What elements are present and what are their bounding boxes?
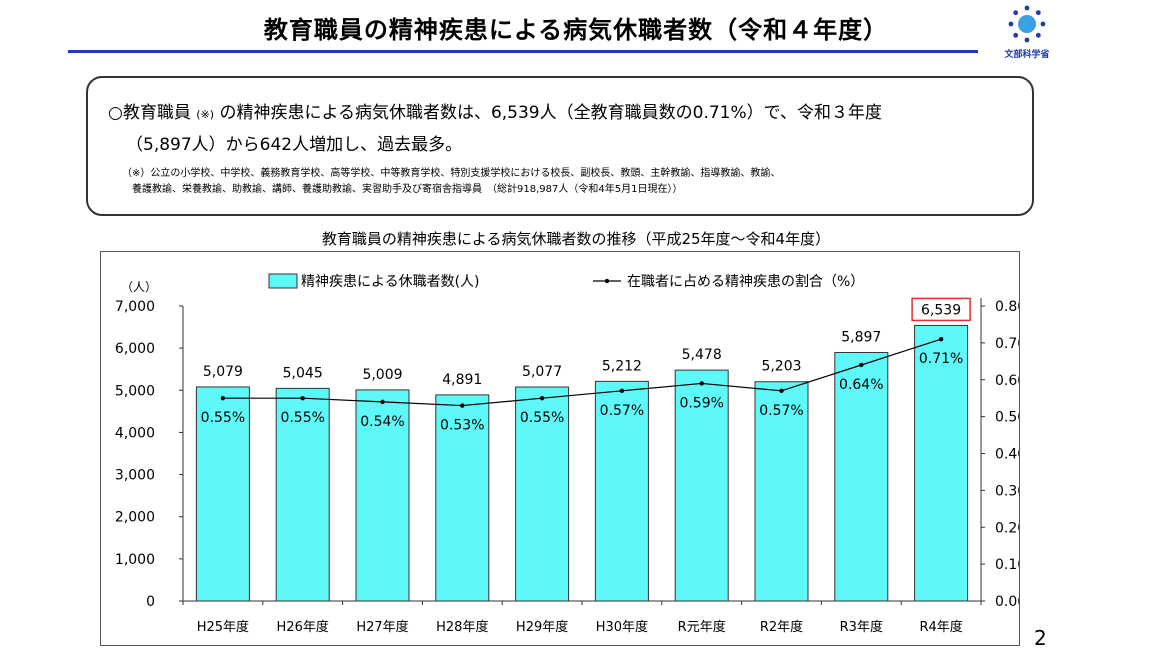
ratio-point <box>300 395 305 401</box>
right-tick-label: 0.60% <box>995 373 1019 389</box>
right-tick-label: 0.70% <box>995 336 1019 352</box>
ratio-value-label: 0.64% <box>839 377 883 393</box>
right-tick-label: 0.00% <box>995 594 1019 610</box>
ratio-value-label: 0.57% <box>600 403 644 419</box>
x-tick-label: H30年度 <box>596 619 648 635</box>
legend-line-label: 在職者に占める精神疾患の割合（%） <box>627 273 864 290</box>
legend-bar-swatch <box>268 273 298 289</box>
x-tick-label: H27年度 <box>356 619 408 635</box>
ratio-value-label: 0.55% <box>280 410 324 426</box>
bar-value-label: 5,203 <box>761 359 801 375</box>
right-tick-label: 0.10% <box>995 557 1019 573</box>
bar-value-label: 5,077 <box>522 364 562 380</box>
x-tick-label: R2年度 <box>760 619 803 635</box>
title-underline <box>68 50 978 53</box>
footnote-line2: 養護教諭、栄養教諭、助教諭、講師、養護助教諭、実習助手及び寄宿舎指導員 （総計9… <box>132 184 683 195</box>
ratio-point <box>619 388 625 394</box>
mext-logo-icon <box>1008 5 1046 43</box>
x-tick-label: H25年度 <box>197 619 249 635</box>
left-tick-label: 3,000 <box>115 468 155 484</box>
footnote-line1: （※）公立の小学校、中学校、義務教育学校、高等学校、中等教育学校、特別支援学校に… <box>122 168 781 179</box>
chart: 0 1,000 2,000 3,000 4,000 5,000 6,000 7,000 （人） 0… <box>115 273 1019 635</box>
bar <box>275 387 330 602</box>
page-number: 2 <box>1034 626 1047 650</box>
summary-prefix: ○教育職員 <box>108 103 191 123</box>
ratio-line <box>222 338 942 407</box>
left-tick-label: 5,000 <box>115 383 155 399</box>
bar-value-label: 5,045 <box>283 365 323 381</box>
x-tick-label: R4年度 <box>919 619 962 635</box>
ratio-point <box>539 395 545 401</box>
ratio-point <box>779 388 784 394</box>
highlight-box <box>911 297 971 322</box>
left-axis-unit: （人） <box>121 280 157 294</box>
summary-text-line1: ○教育職員 (※) の精神疾患による病気休職者数は、6,539人（全教育職員数の… <box>108 98 882 123</box>
bar-value-label: 5,212 <box>602 358 642 374</box>
bar <box>515 386 570 602</box>
x-tick-label: H26年度 <box>277 619 329 635</box>
x-tick-label: R元年度 <box>678 619 726 635</box>
right-tick-label: 0.80% <box>995 299 1019 315</box>
bar <box>674 369 729 602</box>
x-tick-label: H28年度 <box>436 619 488 635</box>
ratio-point <box>220 395 226 401</box>
bar <box>594 380 649 602</box>
left-tick-label: 0 <box>146 594 155 610</box>
left-tick-label: 4,000 <box>115 425 155 441</box>
bar <box>914 324 969 602</box>
ratio-point <box>859 362 864 368</box>
ratio-value-label: 0.55% <box>520 410 564 426</box>
logo-text: 文部科学省 <box>1004 50 1050 60</box>
ratio-value-label: 0.54% <box>360 414 404 430</box>
bar-value-label: 4,891 <box>442 372 482 388</box>
summary-rest: の精神疾患による病気休職者数は、6,539人（全教育職員数の0.71%）で、令和… <box>219 103 882 123</box>
right-tick-label: 0.50% <box>995 410 1019 426</box>
ratio-point <box>699 381 704 386</box>
ratio-point <box>380 399 385 405</box>
x-tick-label: H29年度 <box>516 619 568 635</box>
left-tick-label: 1,000 <box>115 552 155 568</box>
ratio-value-label: 0.55% <box>201 410 245 426</box>
bar <box>435 394 490 602</box>
bar-value-label: 5,478 <box>682 347 722 363</box>
chart-frame: 0 1,000 2,000 3,000 4,000 5,000 6,000 7,000 （人） 0… <box>100 251 1020 646</box>
right-tick-label: 0.20% <box>995 520 1019 536</box>
left-tick-label: 6,000 <box>115 341 155 357</box>
bar <box>834 351 889 602</box>
slide-title: 教育職員の精神疾患による病気休職者数（令和４年度） <box>263 16 889 44</box>
bar-value-label: 5,897 <box>841 329 881 345</box>
legend-bar-label: 精神疾患による休職者数(人) <box>301 274 480 290</box>
bar-value-label: 6,539 <box>921 302 961 318</box>
left-tick-label: 2,000 <box>115 510 155 526</box>
bar <box>355 389 410 602</box>
ratio-value-label: 0.59% <box>679 395 723 411</box>
ratio-value-label: 0.57% <box>759 403 803 419</box>
bar-value-label: 5,009 <box>362 367 402 383</box>
x-tick-label: R3年度 <box>840 619 883 635</box>
note-mark: (※) <box>196 108 215 121</box>
bar-value-label: 5,079 <box>203 364 243 380</box>
ratio-point <box>460 403 465 408</box>
ratio-value-label: 0.71% <box>919 351 963 367</box>
ratio-value-label: 0.53% <box>440 418 484 434</box>
ratio-point <box>938 336 944 342</box>
summary-text-line2: （5,897人）から642人増加し、過去最多。 <box>126 135 463 155</box>
right-tick-label: 0.30% <box>995 483 1019 499</box>
bar <box>195 386 250 602</box>
summary-box: ○教育職員 (※) の精神疾患による病気休職者数は、6,539人（全教育職員数の… <box>86 76 1034 216</box>
chart-title: 教育職員の精神疾患による病気休職者数の推移（平成25年度～令和4年度） <box>321 230 831 248</box>
right-tick-label: 0.40% <box>995 447 1019 463</box>
bar <box>754 381 809 602</box>
left-tick-label: 7,000 <box>115 299 155 315</box>
legend-line-marker <box>604 278 610 284</box>
